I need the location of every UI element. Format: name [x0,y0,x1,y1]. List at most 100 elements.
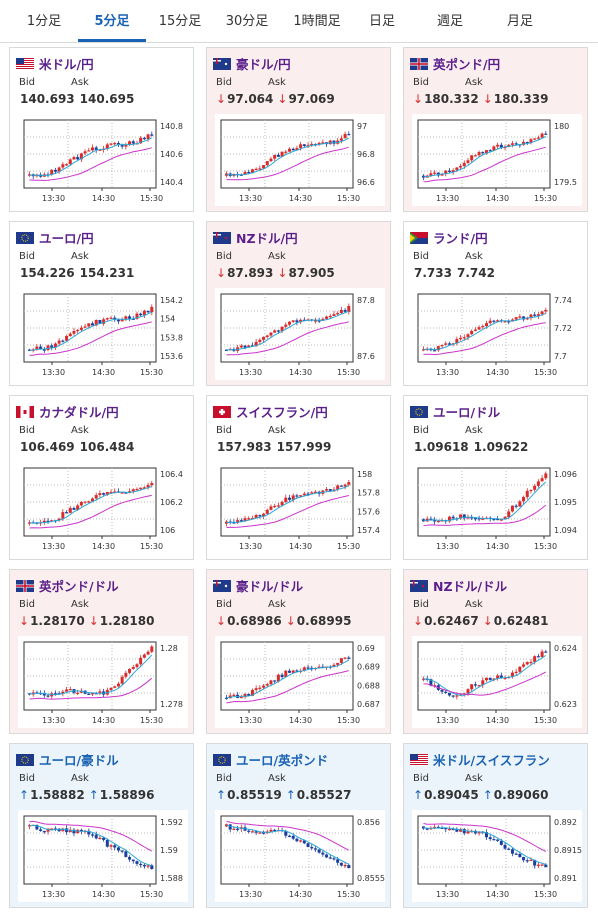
candle-body [339,862,343,866]
bid-label: Bid [413,599,429,610]
candle-body [68,333,72,337]
candle-body [433,685,437,687]
y-tick-label: 140.6 [160,150,183,159]
currency-card[interactable]: 英ポンド/ドル Bid Ask ↓1.28170 ↓1.28180 1.28 1.278 13… [9,569,194,734]
candle-body [533,138,537,140]
currency-card[interactable]: 米ドル/スイスフラン Bid Ask ↑0.89045 ↑0.89060 0.892 0.8… [403,743,588,908]
price-chart: 140.8 140.6 140.4 13:30 14:30 15:30 [18,114,188,206]
eu-us-flag-icon [410,406,428,418]
price-chart: 158 157.8 157.6 157.4 13:30 14:30 15:30 [215,462,385,554]
candle-body [444,827,448,830]
currency-card[interactable]: 豪ドル/円 Bid Ask ↓97.064 ↓97.069 97 96.8 96.6 13:30… [206,47,391,212]
pair-title[interactable]: 米ドル/スイスフラン [410,750,550,768]
candle-body [496,839,500,841]
candle-body [91,693,94,695]
candle-body [503,844,507,849]
pair-title[interactable]: ユーロ/ドル [410,402,500,420]
pair-title[interactable]: ユーロ/豪ドル [16,750,119,768]
candle-body [57,518,61,521]
candle-body [343,484,347,487]
candle-body [139,313,143,316]
candle-body [336,662,340,665]
tab-30min[interactable]: 30分足 [225,14,269,29]
candle-body [306,145,310,147]
currency-card[interactable]: ランド/円 Bid Ask 7.733 7.742 7.74 7.72 7.7 13:30 14:… [403,221,588,386]
pair-title[interactable]: カナダドル/円 [16,402,119,420]
pair-title[interactable]: スイスフラン/円 [213,402,328,420]
candle-body [317,320,321,322]
candle-body [514,671,518,674]
pair-title[interactable]: ランド/円 [410,228,488,246]
candle-body [488,150,492,152]
bid-change-arrow: ↓ [216,614,227,628]
candle-body [262,336,266,340]
pair-title[interactable]: 豪ドル/ドル [213,576,303,594]
candle-body [488,677,492,680]
ask-value: 157.999 [276,440,332,454]
candle-body [522,857,526,861]
candle-body [492,146,496,151]
tab-weekly[interactable]: 週足 [436,14,463,29]
pair-title[interactable]: NZドル/ドル [410,576,507,594]
currency-card[interactable]: ユーロ/豪ドル Bid Ask ↑1.58882 ↑1.58896 1.592 1.59 1.… [9,743,194,908]
tab-1min[interactable]: 1分足 [26,14,62,29]
candle-body [116,683,120,687]
candle-body [42,349,46,351]
candle-body [247,518,251,520]
currency-card[interactable]: ユーロ/ドル Bid Ask 1.09618 1.09622 1.096 1.095 1.09… [403,395,588,560]
candle-body [258,687,262,689]
tab-monthly[interactable]: 月足 [506,14,533,29]
x-tick-label: 14:30 [289,368,312,377]
pair-title[interactable]: ユーロ/英ポンド [213,750,328,768]
tab-15min[interactable]: 15分足 [158,14,202,29]
candle-body [510,672,514,677]
y-tick-label: 106.2 [160,498,183,507]
candle-body [310,143,314,146]
candle-body [131,859,135,862]
tab-daily[interactable]: 日足 [368,14,395,29]
candle-body [142,654,146,658]
gb-us-flag-icon [16,580,34,592]
currency-card[interactable]: 米ドル/円 Bid Ask 140.693 140.695 140.8 140.6 140.4… [9,47,194,212]
price-chart: 154.2 154 153.8 153.6 13:30 14:30 15:30 [18,288,188,380]
x-tick-label: 14:30 [486,890,509,899]
candle-body [429,518,433,520]
currency-card[interactable]: NZドル/ドル Bid Ask ↓0.62467 ↓0.62481 0.624 0.623 1… [403,569,588,734]
ask-label: Ask [465,251,483,262]
candle-body [116,847,120,851]
currency-card[interactable]: 英ポンド/円 Bid Ask ↓180.332 ↓180.339 180 179.5 13:3… [403,47,588,212]
pair-title[interactable]: 豪ドル/円 [213,54,291,72]
candle-body [317,666,321,668]
ask-change-arrow: ↓ [482,92,493,106]
tab-1hour[interactable]: 1時間足 [293,14,341,29]
candle-body [236,828,240,830]
currency-card[interactable]: ユーロ/円 Bid Ask 154.226 154.231 154.2 154 153.8 15… [9,221,194,386]
tab-5min[interactable]: 5分足 [78,0,146,42]
y-tick-label: 87.8 [357,296,375,305]
currency-card[interactable]: 豪ドル/ドル Bid Ask ↓0.68986 ↓0.68995 0.69 0.689 0.6… [206,569,391,734]
y-tick-label: 1.094 [554,526,577,535]
candle-body [522,664,526,667]
candle-body [135,489,139,491]
candle-body [306,667,310,669]
y-tick-label: 157.6 [357,507,380,516]
ma-slow-line [29,321,152,356]
currency-card[interactable]: カナダドル/円 Bid Ask 106.469 106.484 106.4 106.2 106… [9,395,194,560]
bid-change-arrow: ↓ [19,614,30,628]
currency-card[interactable]: NZドル/円 Bid Ask ↓87.893 ↓87.905 87.8 87.6 13:30 1… [206,221,391,386]
pair-title[interactable]: ユーロ/円 [16,228,94,246]
pair-title[interactable]: 英ポンド/円 [410,54,500,72]
candle-body [265,161,269,166]
pair-title[interactable]: 米ドル/円 [16,54,94,72]
y-tick-label: 158 [357,470,372,479]
pair-title[interactable]: 英ポンド/ドル [16,576,119,594]
x-tick-label: 15:30 [337,716,360,725]
x-tick-label: 14:30 [486,368,509,377]
candle-body [250,518,254,520]
currency-card[interactable]: ユーロ/英ポンド Bid Ask ↑0.85519 ↑0.85527 0.856 0.855… [206,743,391,908]
candle-body [46,520,50,522]
candle-body [91,834,94,836]
pair-title[interactable]: NZドル/円 [213,228,298,246]
currency-card[interactable]: スイスフラン/円 Bid Ask 157.983 157.999 158 157.8 157.… [206,395,391,560]
ma-fast-line [29,311,153,351]
